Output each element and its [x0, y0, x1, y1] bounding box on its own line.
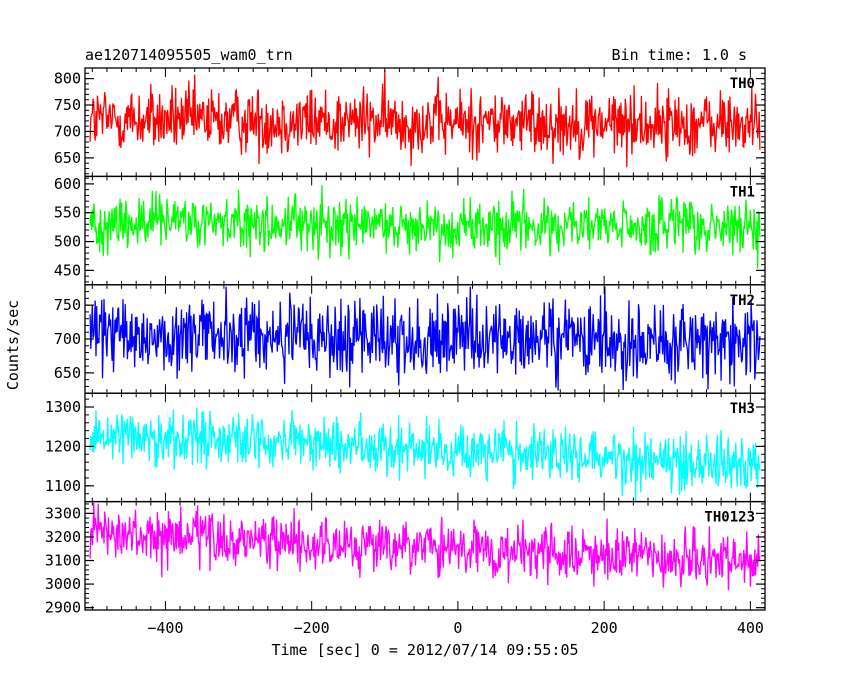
- x-tick-label: 400: [737, 619, 764, 637]
- panels-group: 650 700 750 800 TH0 450 500 550 600 TH1 650 700 750 T…: [45, 67, 766, 617]
- y-tick-label: 1100: [45, 477, 81, 495]
- y-tick-label: 1300: [45, 398, 81, 416]
- series-line-th1: [89, 185, 761, 269]
- x-tick-label: 0: [453, 619, 462, 637]
- y-tick-label: 750: [54, 96, 81, 114]
- y-axis-title: Counts/sec: [4, 300, 22, 390]
- panel-label-th0: TH0: [730, 76, 755, 92]
- panel-th1: 450 500 550 600 TH1: [54, 175, 766, 286]
- y-tick-label: 1200: [45, 437, 81, 455]
- panel-label-th1: TH1: [730, 184, 755, 200]
- y-tick-label: 800: [54, 70, 81, 88]
- y-tick-label: 3000: [45, 575, 81, 593]
- series-line-th0123: [89, 502, 761, 591]
- panel-label-th3: TH3: [730, 401, 755, 417]
- chart-title: ae120714095505_wam0_trn: [85, 46, 293, 64]
- series-line-th2: [89, 286, 761, 391]
- series-line-th3: [89, 407, 761, 502]
- y-tick-label: 3200: [45, 528, 81, 546]
- x-tick-label: −200: [294, 619, 330, 637]
- panel-label-th2: TH2: [730, 293, 755, 309]
- y-tick-label: 3300: [45, 504, 81, 522]
- y-tick-label: 650: [54, 364, 81, 382]
- y-tick-label: 2900: [45, 599, 81, 617]
- panel-th3: 1100 1200 1300 TH3: [45, 392, 766, 503]
- panel-th0123: 2900 3000 3100 3200 3300 TH0123: [45, 500, 766, 617]
- y-tick-label: 600: [54, 175, 81, 193]
- x-axis-title: Time [sec] 0 = 2012/07/14 09:55:05: [271, 641, 578, 659]
- panel-th2: 650 700 750 TH2: [54, 284, 766, 394]
- y-tick-label: 750: [54, 296, 81, 314]
- panel-th0: 650 700 750 800 TH0: [54, 67, 766, 178]
- bin-time-label: Bin time: 1.0 s: [612, 46, 747, 64]
- y-tick-label: 700: [54, 122, 81, 140]
- y-tick-label: 700: [54, 330, 81, 348]
- y-tick-label: 500: [54, 233, 81, 251]
- panel-label-th0123: TH0123: [704, 510, 755, 526]
- y-tick-label: 450: [54, 261, 81, 279]
- y-tick-label: 550: [54, 204, 81, 222]
- x-tick-label: −400: [147, 619, 183, 637]
- x-tick-label: 200: [591, 619, 618, 637]
- x-axis: −400 −200 0 200 400: [147, 619, 764, 637]
- y-tick-label: 3100: [45, 552, 81, 570]
- series-line-th0: [89, 70, 761, 168]
- y-tick-label: 650: [54, 149, 81, 167]
